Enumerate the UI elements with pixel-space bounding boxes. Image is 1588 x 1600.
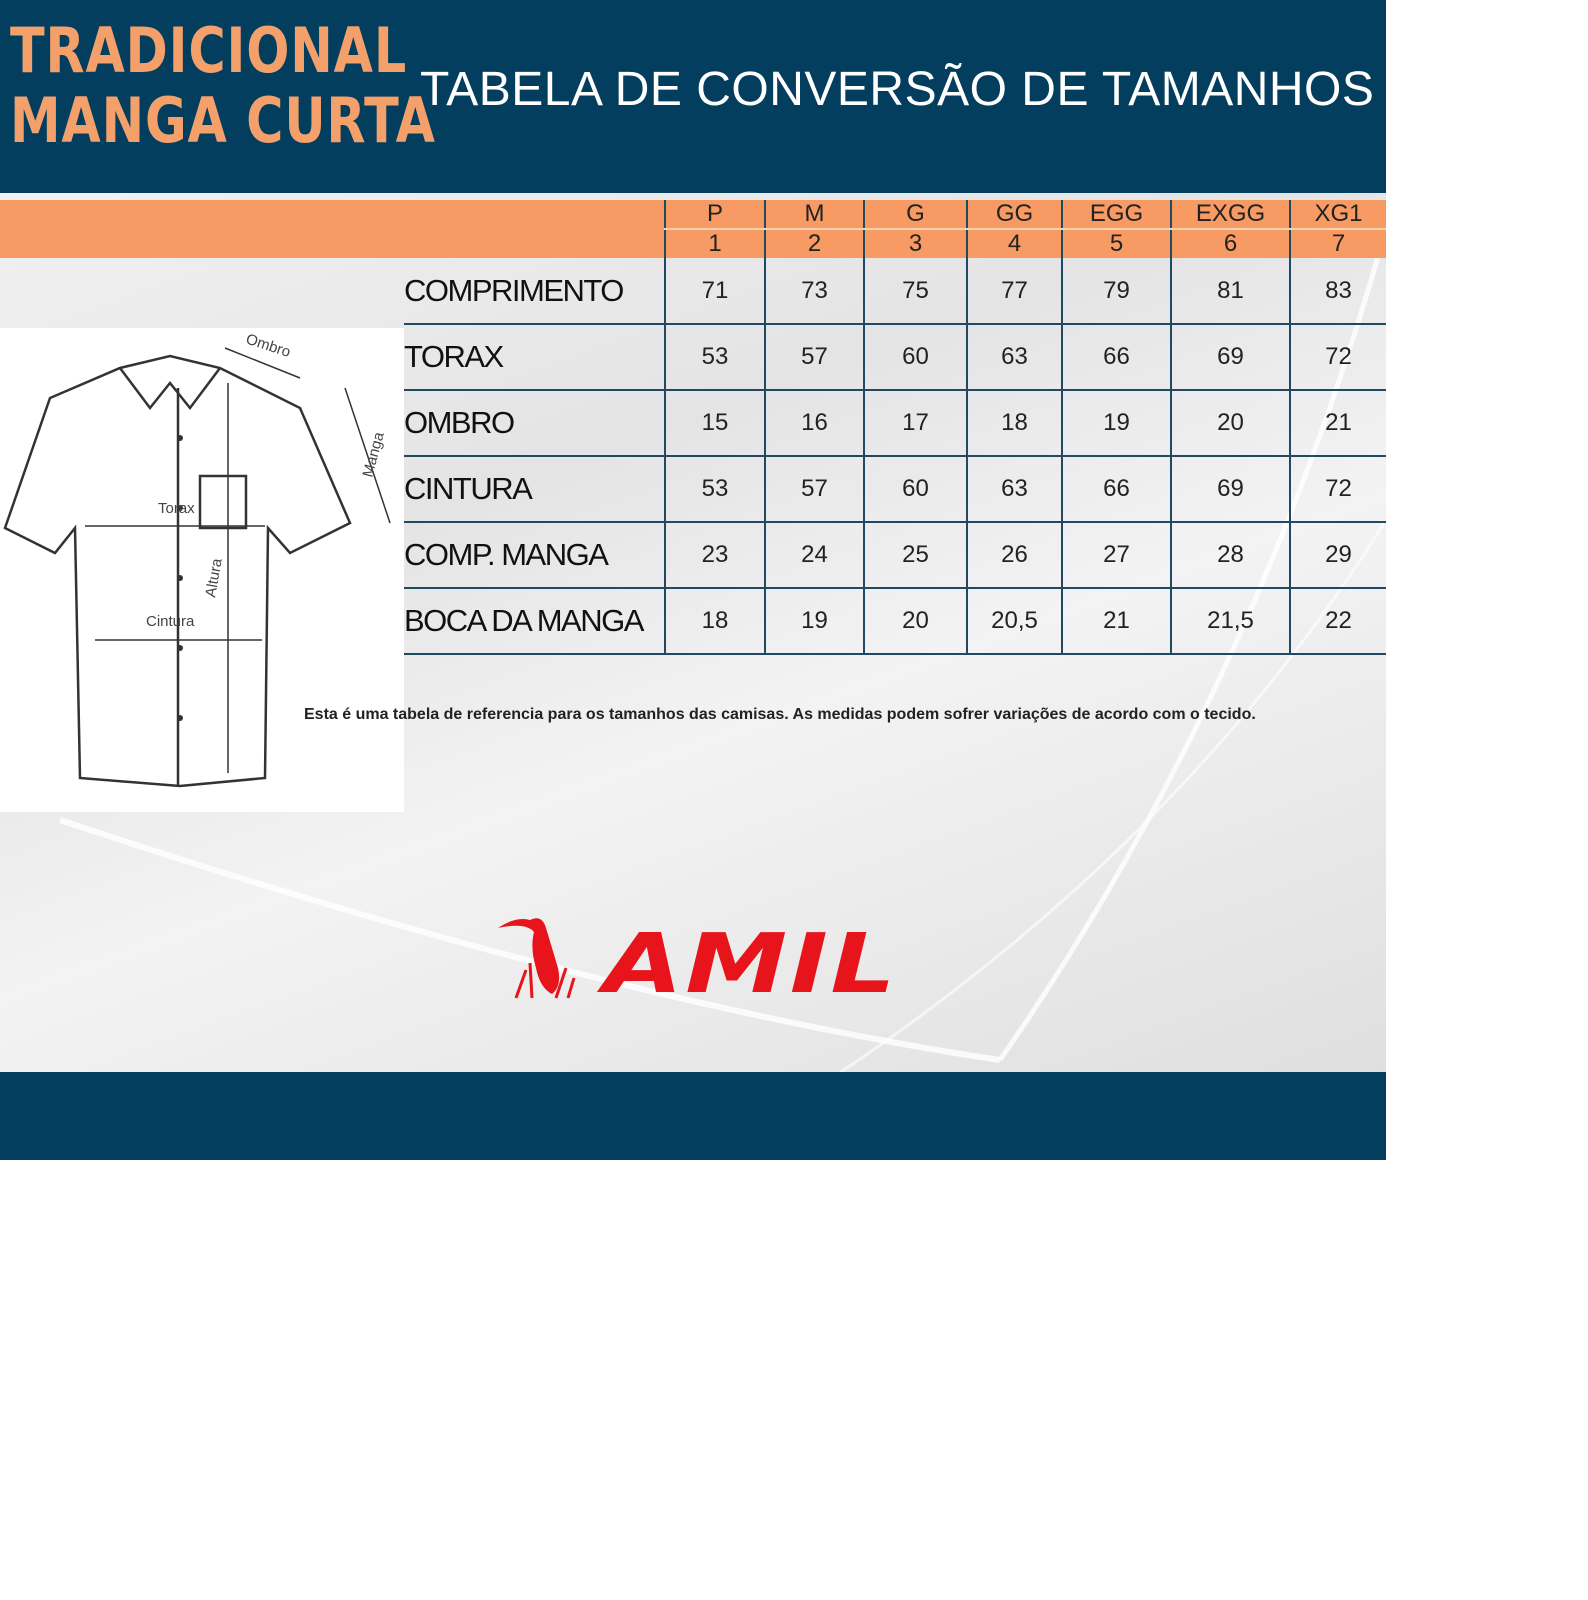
size-number-row: 1 2 3 4 5 6 7 (404, 229, 1386, 258)
measure-value: 28 (1170, 522, 1290, 589)
measure-value: 72 (1289, 456, 1386, 523)
measure-value: 81 (1170, 258, 1290, 325)
measure-value: 18 (664, 588, 765, 655)
disclaimer-note: Esta é uma tabela de referencia para os … (304, 706, 1256, 723)
heron-icon (498, 918, 560, 994)
measure-value: 21 (1061, 588, 1171, 655)
size-number: 3 (863, 229, 967, 258)
table-row: COMP. MANGA 23 24 25 26 27 28 29 (404, 522, 1386, 589)
table-row: OMBRO 15 16 17 18 19 20 21 (404, 390, 1386, 457)
size-table: P M G GG EGG EXGG XG1 1 2 3 4 5 6 7 COMP… (404, 200, 1386, 655)
size-header: EGG (1061, 200, 1171, 230)
measure-label: COMP. MANGA (404, 522, 665, 589)
size-chart: TRADICIONAL MANGA CURTA TABELA DE CONVER… (0, 0, 1386, 1160)
measure-value: 20 (863, 588, 967, 655)
table-row: BOCA DA MANGA 18 19 20 20,5 21 21,5 22 (404, 588, 1386, 655)
measure-value: 24 (764, 522, 864, 589)
measure-value: 21 (1289, 390, 1386, 457)
size-number: 7 (1289, 229, 1386, 258)
brand-line-2: MANGA CURTA (10, 84, 436, 157)
size-header: G (863, 200, 967, 230)
size-header: M (764, 200, 864, 230)
measure-value: 27 (1061, 522, 1171, 589)
table-row: COMPRIMENTO 71 73 75 77 79 81 83 (404, 258, 1386, 325)
measure-value: 83 (1289, 258, 1386, 325)
measure-value: 60 (863, 456, 967, 523)
size-letter-row: P M G GG EGG EXGG XG1 (404, 200, 1386, 230)
measure-value: 26 (966, 522, 1062, 589)
shirt-diagram: Ombro Manga Torax Altura Cintura (0, 328, 404, 812)
label-altura: Altura (202, 557, 226, 599)
size-header: P (664, 200, 765, 230)
measure-value: 19 (764, 588, 864, 655)
measure-value: 19 (1061, 390, 1171, 457)
measure-value: 53 (664, 324, 765, 391)
measure-value: 72 (1289, 324, 1386, 391)
measure-value: 18 (966, 390, 1062, 457)
measure-value: 57 (764, 456, 864, 523)
measure-value: 23 (664, 522, 765, 589)
measure-value: 75 (863, 258, 967, 325)
measure-value: 73 (764, 258, 864, 325)
measure-value: 29 (1289, 522, 1386, 589)
brand-line-1: TRADICIONAL (10, 14, 408, 87)
size-number: 2 (764, 229, 864, 258)
label-torax: Torax (158, 500, 195, 517)
label-ombro: Ombro (244, 331, 293, 361)
product-line-title: TRADICIONAL MANGA CURTA (10, 16, 436, 156)
measure-label: OMBRO (404, 390, 665, 457)
measure-value: 69 (1170, 324, 1290, 391)
measure-value: 66 (1061, 456, 1171, 523)
header-banner: TRADICIONAL MANGA CURTA TABELA DE CONVER… (0, 0, 1386, 193)
size-header: XG1 (1289, 200, 1386, 230)
table-row: CINTURA 53 57 60 63 66 69 72 (404, 456, 1386, 523)
measure-label: CINTURA (404, 456, 665, 523)
measure-value: 77 (966, 258, 1062, 325)
measure-value: 66 (1061, 324, 1171, 391)
measure-label: COMPRIMENTO (404, 258, 665, 325)
size-number: 1 (664, 229, 765, 258)
size-header: GG (966, 200, 1062, 230)
page-title: TABELA DE CONVERSÃO DE TAMANHOS (420, 63, 1375, 116)
measure-value: 16 (764, 390, 864, 457)
size-number: 4 (966, 229, 1062, 258)
footer-banner (0, 1072, 1386, 1160)
measure-value: 57 (764, 324, 864, 391)
size-header: EXGG (1170, 200, 1290, 230)
measure-value: 71 (664, 258, 765, 325)
measure-value: 25 (863, 522, 967, 589)
label-cintura: Cintura (146, 613, 195, 630)
measure-value: 20,5 (966, 588, 1062, 655)
measure-value: 69 (1170, 456, 1290, 523)
measure-value: 53 (664, 456, 765, 523)
measure-value: 63 (966, 456, 1062, 523)
logo-text: AMIL (596, 916, 898, 1003)
measure-label: TORAX (404, 324, 665, 391)
measure-value: 22 (1289, 588, 1386, 655)
measure-value: 20 (1170, 390, 1290, 457)
measure-value: 17 (863, 390, 967, 457)
measure-value: 21,5 (1170, 588, 1290, 655)
measure-label: BOCA DA MANGA (404, 588, 665, 655)
label-manga: Manga (359, 430, 387, 479)
amil-logo: AMIL (498, 916, 898, 1003)
measure-value: 63 (966, 324, 1062, 391)
measure-value: 15 (664, 390, 765, 457)
size-number: 5 (1061, 229, 1171, 258)
table-row: TORAX 53 57 60 63 66 69 72 (404, 324, 1386, 391)
size-number: 6 (1170, 229, 1290, 258)
measure-value: 79 (1061, 258, 1171, 325)
measure-value: 60 (863, 324, 967, 391)
